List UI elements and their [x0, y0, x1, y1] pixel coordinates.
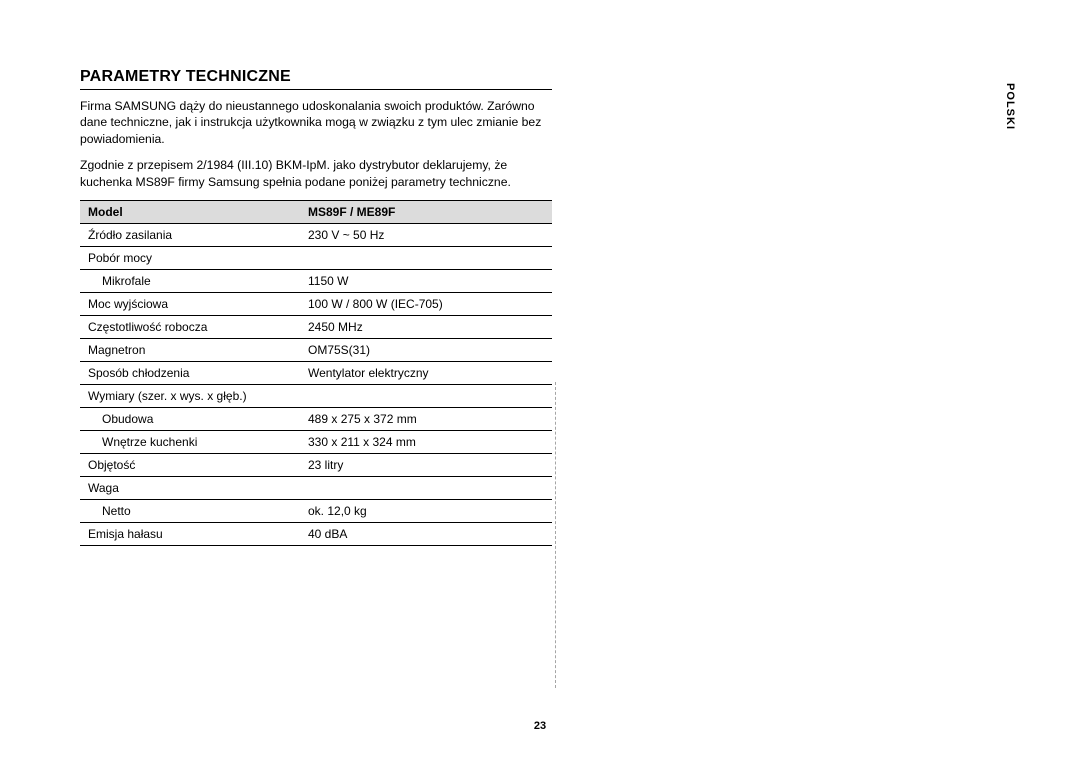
- table-row: Objętość 23 litry: [80, 454, 552, 477]
- table-row: Moc wyjściowa 100 W / 800 W (IEC-705): [80, 293, 552, 316]
- spec-value: 330 x 211 x 324 mm: [300, 431, 552, 454]
- spec-table: Model MS89F / ME89F Źródło zasilania 230…: [80, 200, 552, 546]
- spec-label: Źródło zasilania: [80, 224, 300, 247]
- language-tab: POLSKI: [1004, 83, 1016, 130]
- spec-label: Częstotliwość robocza: [80, 316, 300, 339]
- spec-label: Magnetron: [80, 339, 300, 362]
- spec-value: 1150 W: [300, 270, 552, 293]
- spec-value: ok. 12,0 kg: [300, 500, 552, 523]
- table-header-row: Model MS89F / ME89F: [80, 201, 552, 224]
- spec-value: [300, 247, 552, 270]
- intro-paragraph-1: Firma SAMSUNG dąży do nieustannego udosk…: [80, 98, 552, 147]
- spec-value: [300, 385, 552, 408]
- spec-label: Pobór mocy: [80, 247, 300, 270]
- spec-label: Moc wyjściowa: [80, 293, 300, 316]
- table-row: Wnętrze kuchenki 330 x 211 x 324 mm: [80, 431, 552, 454]
- table-row: Pobór mocy: [80, 247, 552, 270]
- table-row: Wymiary (szer. x wys. x głęb.): [80, 385, 552, 408]
- left-column: PARAMETRY TECHNICZNE Firma SAMSUNG dąży …: [80, 68, 552, 546]
- intro-paragraph-2: Zgodnie z przepisem 2/1984 (III.10) BKM-…: [80, 157, 552, 190]
- table-header-model: Model: [80, 201, 300, 224]
- page-number: 23: [0, 720, 1080, 732]
- spec-value: 230 V ~ 50 Hz: [300, 224, 552, 247]
- spec-label: Waga: [80, 477, 300, 500]
- spec-value: 23 litry: [300, 454, 552, 477]
- spec-value: 2450 MHz: [300, 316, 552, 339]
- table-row: Netto ok. 12,0 kg: [80, 500, 552, 523]
- spec-sublabel: Obudowa: [80, 408, 300, 431]
- table-header-value: MS89F / ME89F: [300, 201, 552, 224]
- spec-sublabel: Netto: [80, 500, 300, 523]
- manual-page: PARAMETRY TECHNICZNE Firma SAMSUNG dąży …: [0, 0, 1080, 782]
- table-row: Źródło zasilania 230 V ~ 50 Hz: [80, 224, 552, 247]
- table-row: Częstotliwość robocza 2450 MHz: [80, 316, 552, 339]
- spec-sublabel: Wnętrze kuchenki: [80, 431, 300, 454]
- spec-value: [300, 477, 552, 500]
- spec-label: Wymiary (szer. x wys. x głęb.): [80, 385, 300, 408]
- table-row: Emisja hałasu 40 dBA: [80, 523, 552, 546]
- table-row: Magnetron OM75S(31): [80, 339, 552, 362]
- spec-value: 100 W / 800 W (IEC-705): [300, 293, 552, 316]
- spec-label: Objętość: [80, 454, 300, 477]
- spec-value: OM75S(31): [300, 339, 552, 362]
- spec-value: 40 dBA: [300, 523, 552, 546]
- table-row: Mikrofale 1150 W: [80, 270, 552, 293]
- table-row: Waga: [80, 477, 552, 500]
- section-heading: PARAMETRY TECHNICZNE: [80, 68, 552, 90]
- spec-label: Emisja hałasu: [80, 523, 300, 546]
- table-row: Sposób chłodzenia Wentylator elektryczny: [80, 362, 552, 385]
- spec-label: Sposób chłodzenia: [80, 362, 300, 385]
- spec-value: 489 x 275 x 372 mm: [300, 408, 552, 431]
- table-row: Obudowa 489 x 275 x 372 mm: [80, 408, 552, 431]
- page-fold-line: [555, 382, 556, 688]
- spec-value: Wentylator elektryczny: [300, 362, 552, 385]
- spec-sublabel: Mikrofale: [80, 270, 300, 293]
